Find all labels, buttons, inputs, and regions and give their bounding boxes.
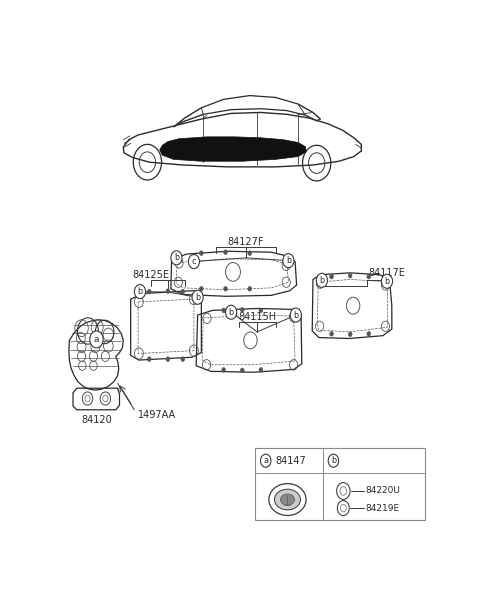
Text: b: b	[331, 456, 336, 465]
Polygon shape	[160, 137, 306, 161]
Circle shape	[348, 273, 352, 278]
Circle shape	[200, 251, 203, 256]
Circle shape	[134, 284, 145, 298]
Text: 84127F: 84127F	[228, 236, 264, 247]
Text: b: b	[293, 311, 299, 320]
Text: a: a	[94, 335, 99, 344]
Circle shape	[171, 251, 182, 265]
Text: 84117E: 84117E	[369, 269, 406, 278]
Text: b: b	[195, 293, 200, 301]
Circle shape	[330, 274, 334, 279]
Circle shape	[290, 308, 301, 322]
Circle shape	[222, 308, 226, 312]
Circle shape	[367, 331, 371, 336]
Circle shape	[166, 357, 170, 362]
Circle shape	[181, 289, 185, 294]
Text: 84220U: 84220U	[365, 487, 400, 496]
Circle shape	[259, 368, 263, 372]
Text: b: b	[174, 253, 179, 262]
Text: 84115H: 84115H	[238, 312, 276, 322]
Ellipse shape	[275, 489, 300, 510]
Circle shape	[224, 250, 228, 255]
Text: 84125E: 84125E	[132, 270, 169, 280]
Circle shape	[166, 289, 170, 294]
Circle shape	[240, 368, 244, 373]
Text: 84120: 84120	[82, 415, 113, 426]
Circle shape	[330, 331, 334, 336]
Bar	[255, 448, 424, 519]
Text: 84147: 84147	[276, 456, 307, 466]
Circle shape	[248, 286, 252, 291]
Circle shape	[90, 331, 103, 348]
Circle shape	[188, 255, 200, 269]
Circle shape	[192, 290, 203, 304]
Circle shape	[367, 274, 371, 279]
Circle shape	[181, 357, 185, 362]
Text: b: b	[137, 287, 143, 296]
Circle shape	[382, 274, 393, 288]
Circle shape	[316, 273, 327, 287]
Circle shape	[348, 332, 352, 337]
Circle shape	[248, 251, 252, 256]
Text: b: b	[228, 308, 234, 317]
Ellipse shape	[269, 484, 306, 515]
Circle shape	[283, 253, 294, 268]
Circle shape	[200, 286, 203, 291]
Circle shape	[240, 308, 244, 312]
Text: b: b	[319, 276, 324, 285]
Text: a: a	[263, 456, 268, 465]
Text: 84219E: 84219E	[365, 504, 399, 513]
Circle shape	[224, 286, 228, 291]
Text: 1497AA: 1497AA	[138, 410, 176, 420]
Circle shape	[147, 357, 151, 362]
Text: b: b	[286, 256, 291, 265]
Circle shape	[147, 289, 151, 294]
Circle shape	[222, 368, 226, 372]
Circle shape	[328, 454, 338, 467]
Circle shape	[261, 454, 271, 467]
Ellipse shape	[280, 494, 295, 505]
Text: c: c	[192, 257, 196, 266]
Circle shape	[259, 308, 263, 312]
Circle shape	[226, 305, 237, 319]
Text: b: b	[384, 276, 390, 286]
